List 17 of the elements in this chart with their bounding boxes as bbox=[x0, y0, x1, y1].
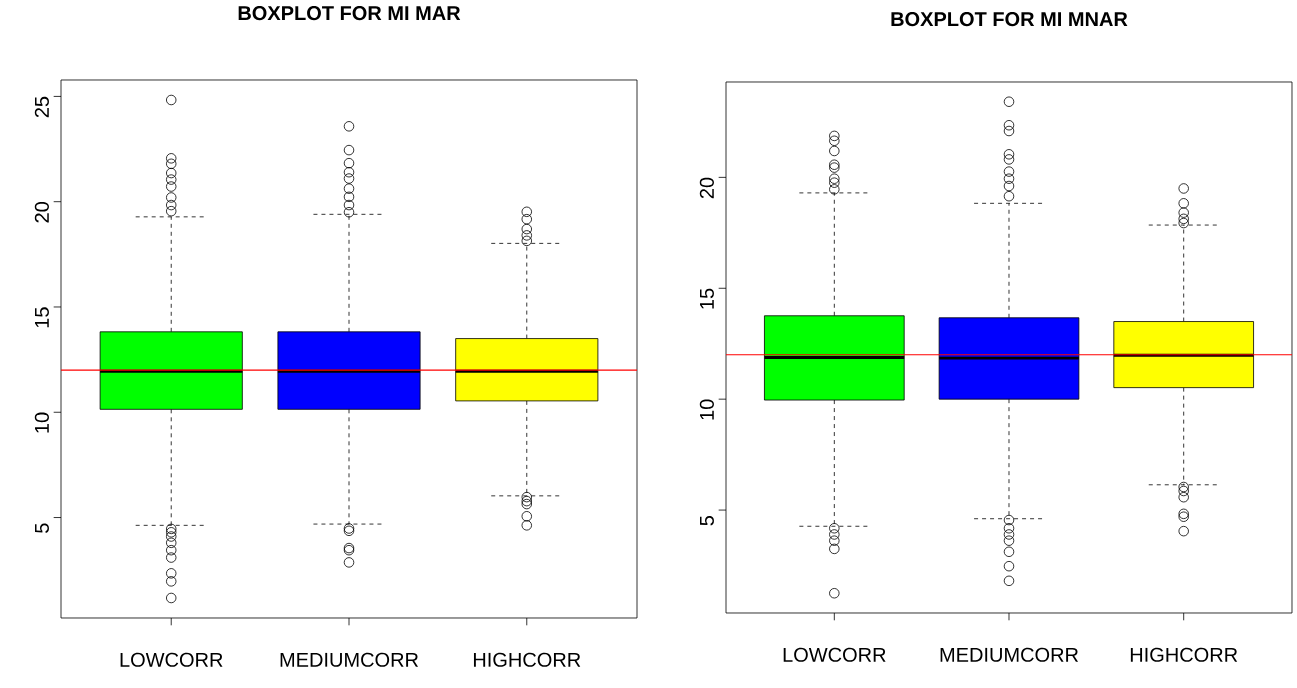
y-tick-label: 10 bbox=[699, 399, 714, 420]
chart-title: BOXPLOT FOR MI MNAR bbox=[891, 12, 1128, 27]
y-tick-label: 20 bbox=[699, 177, 714, 199]
y-tick-label: 15 bbox=[35, 307, 49, 328]
x-tick-label: MEDIUMCORR bbox=[280, 652, 419, 667]
y-tick-label: 5 bbox=[700, 516, 714, 526]
x-tick-label: LOWCORR bbox=[120, 652, 223, 667]
x-tick-label: LOWCORR bbox=[783, 647, 886, 662]
y-tick-label: 15 bbox=[700, 288, 714, 309]
y-tick-label: 20 bbox=[34, 202, 49, 223]
x-tick-label: MEDIUMCORR bbox=[940, 647, 1079, 662]
y-tick-label: 10 bbox=[34, 412, 49, 433]
y-tick-label: 25 bbox=[34, 96, 49, 118]
y-tick-label: 5 bbox=[35, 523, 49, 533]
x-tick-label: HIGHCORR bbox=[473, 652, 581, 667]
x-tick-label: HIGHCORR bbox=[1130, 647, 1238, 662]
chart-title: BOXPLOT FOR MI MAR bbox=[238, 6, 461, 21]
